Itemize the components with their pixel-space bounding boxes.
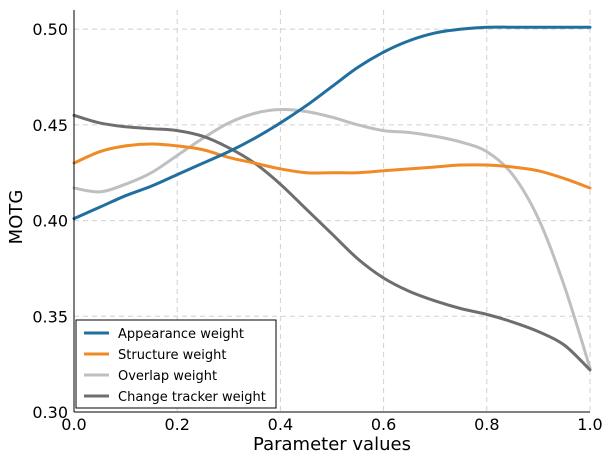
y-tick-label: 0.30 [32, 403, 68, 422]
x-tick-label: 1.0 [577, 415, 602, 434]
x-tick-label: 0.6 [371, 415, 396, 434]
x-tick-label: 0.0 [61, 415, 86, 434]
y-tick-label: 0.50 [32, 20, 68, 39]
series-lines [72, 25, 592, 372]
y-tick-label: 0.35 [32, 307, 68, 326]
y-tick-label: 0.45 [32, 116, 68, 135]
series-line-appearance-weight [72, 25, 592, 221]
axes [73, 10, 590, 413]
legend-label-overlap-weight: Overlap weight [118, 369, 217, 384]
series-line-structure-weight [72, 142, 592, 190]
legend-label-change-tracker-weight: Change tracker weight [118, 390, 266, 405]
y-tick-label: 0.40 [32, 212, 68, 231]
tick-labels: 0.0 0.2 0.4 0.6 0.8 1.0 0.30 0.35 0.40 0.45 0.50 [32, 20, 602, 434]
series-line-overlap-weight [72, 107, 592, 370]
y-axis-label: MOTG [6, 190, 27, 245]
series-line-change-tracker-weight [72, 113, 592, 372]
legend-box [75, 319, 277, 409]
x-tick-label: 0.2 [164, 415, 189, 434]
legend: Appearance weight Structure weight Overlap… [75, 319, 277, 409]
x-tick-label: 0.8 [474, 415, 499, 434]
x-axis-label: Parameter values [253, 434, 411, 455]
x-tick-label: 0.4 [268, 415, 293, 434]
legend-label-structure-weight: Structure weight [118, 348, 226, 363]
legend-label-appearance-weight: Appearance weight [118, 327, 244, 342]
